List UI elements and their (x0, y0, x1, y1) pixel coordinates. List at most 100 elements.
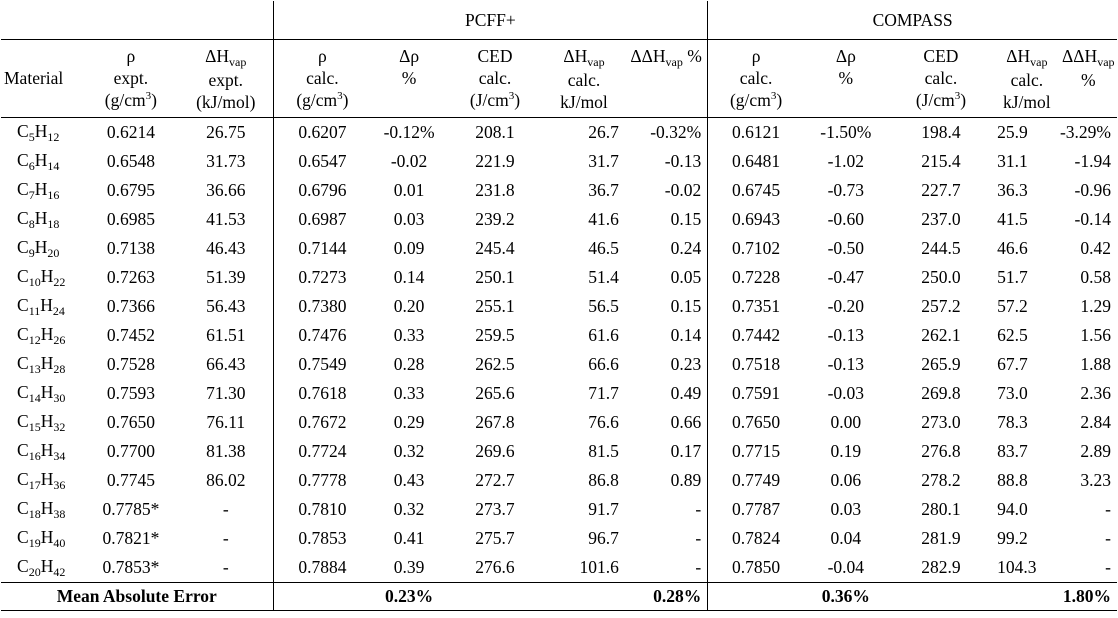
pcff-dhvap-calc-cell: 51.4 (588, 267, 619, 287)
group-header-row: PCFF+ COMPASS (1, 1, 1117, 39)
compass-ddhvap-cell: 2.36 (1080, 383, 1111, 403)
pcff-dhvap-calc-cell: 56.5 (588, 296, 619, 316)
pcff-drho-cell: 0.43 (393, 470, 425, 490)
compass-ddhvap-cell: 1.56 (1080, 325, 1111, 345)
compass-rho-calc-cell: 0.7591 (707, 378, 804, 408)
compass-rho-calc-header: ρ calc. (g/cm3) (707, 38, 804, 118)
material-formula: C10H22 (17, 266, 66, 289)
pcff-drho-cell: 0.14 (393, 267, 425, 287)
compass-ced-cell: 198.4 (921, 122, 961, 142)
pcff-rho-calc-header: ρ calc. (g/cm3) (272, 38, 372, 118)
compass-ced-cell: 278.2 (921, 470, 961, 490)
table-row: C16H34 0.7700 81.38 0.7724 0.32 269.6 81.5 0.17… (1, 436, 1117, 466)
rho-expt-cell: 0.7853* (102, 557, 160, 577)
compass-rho-calc-cell: 0.6943 (707, 204, 804, 234)
rho-expt-cell: 0.7263 (106, 267, 155, 287)
rho-expt-cell: 0.7700 (106, 441, 155, 461)
compass-mae-drho: 0.36% (803, 581, 888, 611)
pcff-rho-calc-cell: 0.7672 (272, 407, 372, 437)
compass-dhvap-calc-cell: 41.5 (997, 209, 1028, 229)
pcff-ced-cell: 262.5 (475, 354, 515, 374)
pcff-drho-cell: 0.20 (393, 296, 425, 316)
pcff-ced-cell: 273.7 (475, 499, 515, 519)
material-formula: C7H16 (17, 179, 60, 202)
pcff-ddhvap-cell: 0.66 (670, 412, 702, 432)
rho-expt-cell: 0.7745 (106, 470, 155, 490)
pcff-ced-cell: 265.6 (475, 383, 515, 403)
pcff-dhvap-calc-cell: 76.6 (588, 412, 619, 432)
pcff-drho-cell: -0.12% (383, 122, 435, 142)
pcff-dhvap-calc-cell: 81.5 (588, 441, 619, 461)
compass-drho-cell: -0.20 (827, 296, 865, 316)
pcff-rho-calc-cell: 0.6796 (272, 175, 372, 205)
compass-ddhvap-cell: -0.14 (1074, 209, 1111, 229)
pcff-ced-cell: 231.8 (475, 180, 515, 200)
table-row: C17H36 0.7745 86.02 0.7778 0.43 272.7 86.8 0.89… (1, 465, 1117, 495)
compass-rho-calc-cell: 0.7749 (707, 465, 804, 495)
pcff-rho-calc-cell: 0.7144 (272, 233, 372, 263)
pcff-drho-cell: 0.03 (393, 209, 425, 229)
compass-ced-cell: 265.9 (921, 354, 961, 374)
table-row: C15H32 0.7650 76.11 0.7672 0.29 267.8 76.6 0.66… (1, 407, 1117, 437)
material-formula: C18H38 (17, 498, 66, 521)
compass-drho-cell: -0.03 (827, 383, 865, 403)
compass-dhvap-calc-cell: 25.9 (997, 122, 1028, 142)
column-header-row: Material ρ expt. (g/cm3) ΔHvap expt. (kJ… (1, 38, 1117, 118)
compass-rho-calc-cell: 0.7228 (707, 262, 804, 292)
pcff-dhvap-calc-cell: 31.7 (588, 151, 619, 171)
pcff-drho-cell: 0.09 (393, 238, 425, 258)
pcff-group-header: PCFF+ (272, 1, 708, 39)
compass-drho-cell: -0.13 (827, 354, 865, 374)
compass-ddhvap-cell: - (1105, 499, 1111, 519)
material-formula: C11H24 (17, 295, 65, 318)
pcff-ced-cell: 275.7 (475, 528, 515, 548)
pcff-ddhvap-cell: -0.32% (650, 122, 702, 142)
compass-rho-calc-cell: 0.7650 (707, 407, 804, 437)
pcff-rho-calc-cell: 0.7810 (272, 494, 372, 524)
compass-drho-header: Δρ % (803, 38, 888, 118)
rho-expt-cell: 0.7528 (106, 354, 155, 374)
pcff-dhvap-calc-cell: 36.7 (588, 180, 619, 200)
pcff-drho-cell: -0.02 (390, 151, 428, 171)
dhvap-expt-cell: 76.11 (206, 412, 246, 432)
pcff-rho-calc-cell: 0.7853 (272, 523, 372, 553)
compass-rho-calc-cell: 0.7715 (707, 436, 804, 466)
compass-ddhvap-cell: - (1105, 528, 1111, 548)
pcff-dhvap-calc-cell: 46.5 (588, 238, 619, 258)
pcff-ddhvap-cell: - (695, 499, 702, 519)
compass-dhvap-calc-cell: 73.0 (997, 383, 1028, 403)
pcff-dhvap-calc-cell: 91.7 (588, 499, 619, 519)
table-row: C14H30 0.7593 71.30 0.7618 0.33 265.6 71.7 0.49… (1, 378, 1117, 408)
rho-expt-cell: 0.7593 (106, 383, 155, 403)
pcff-ced-cell: 250.1 (475, 267, 515, 287)
pcff-ddhvap-cell: -0.02 (664, 180, 702, 200)
pcff-mae-ddhvap: 0.28% (624, 581, 708, 611)
pcff-ddhvap-cell: - (695, 557, 702, 577)
compass-dhvap-calc-cell: 104.3 (997, 557, 1037, 577)
material-formula: C9H20 (17, 237, 60, 260)
material-formula: C6H14 (17, 150, 60, 173)
compass-dhvap-calc-cell: 67.7 (997, 354, 1028, 374)
pcff-dhvap-calc-header: ΔHvap calc. kJ/mol (543, 38, 625, 118)
compass-rho-calc-cell: 0.7442 (707, 320, 804, 350)
compass-ced-cell: 281.9 (921, 528, 961, 548)
rho-expt-cell: 0.7138 (106, 238, 155, 258)
rho-expt-cell: 0.7452 (106, 325, 155, 345)
pcff-rho-calc-cell: 0.7778 (272, 465, 372, 495)
compass-dhvap-calc-cell: 78.3 (997, 412, 1028, 432)
dhvap-expt-cell: 46.43 (206, 238, 246, 258)
dhvap-expt-cell: - (222, 557, 229, 577)
pcff-rho-calc-cell: 0.7884 (272, 552, 372, 582)
rho-expt-cell: 0.7785* (102, 499, 160, 519)
dhvap-expt-cell: 26.75 (206, 122, 246, 142)
dhvap-expt-cell: 86.02 (206, 470, 246, 490)
pcff-ced-cell: 259.5 (475, 325, 515, 345)
pcff-drho-cell: 0.41 (393, 528, 425, 548)
compass-ced-cell: 237.0 (921, 209, 961, 229)
compass-dhvap-calc-header: ΔHvap calc. kJ/mol (994, 38, 1060, 118)
compass-rho-calc-cell: 0.7787 (707, 494, 804, 524)
compass-dhvap-calc-cell: 88.8 (997, 470, 1028, 490)
pcff-ced-cell: 245.4 (475, 238, 515, 258)
compass-ddhvap-cell: 0.58 (1080, 267, 1111, 287)
